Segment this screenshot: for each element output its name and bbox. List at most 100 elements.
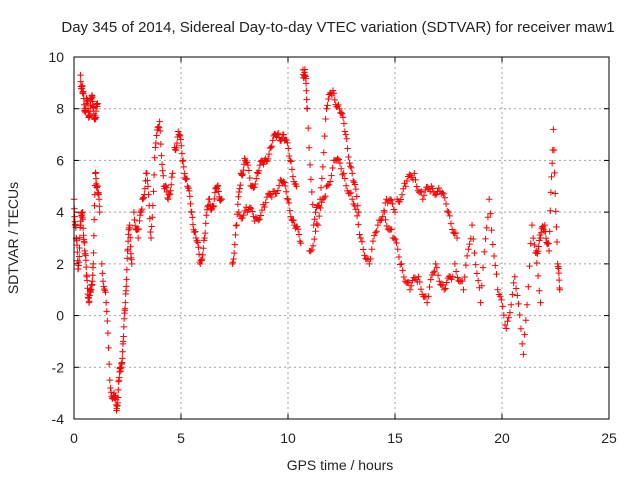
data-point-interp — [199, 251, 206, 259]
x-tick-label: 10 — [280, 430, 296, 446]
data-point-interp — [86, 298, 93, 305]
data-point-interp — [275, 130, 282, 137]
data-point-interp — [92, 169, 99, 176]
data-point-interp — [369, 237, 377, 245]
data-point-interp — [325, 181, 333, 188]
data-point-interp — [180, 163, 187, 171]
data-point — [477, 299, 484, 306]
data-point-interp — [149, 213, 156, 221]
data-point-interp — [379, 213, 386, 220]
data-point — [284, 196, 292, 203]
data-point-interp — [348, 164, 355, 172]
data-point-interp — [439, 281, 447, 288]
data-point-interp — [257, 212, 264, 219]
data-point-interp — [274, 187, 282, 194]
data-point — [357, 234, 364, 242]
data-point-interp — [251, 184, 258, 191]
data-point — [406, 286, 414, 293]
data-point-interp — [148, 223, 155, 230]
data-point — [218, 196, 225, 203]
data-point — [293, 183, 300, 190]
data-point-interp — [245, 167, 253, 174]
data-point — [197, 260, 204, 268]
data-point-interp — [345, 153, 352, 161]
data-point — [453, 234, 461, 242]
data-point-interp — [388, 196, 395, 204]
data-point-interp — [529, 234, 537, 242]
data-point-interp — [137, 209, 144, 216]
data-point-interp — [465, 246, 472, 253]
data-point — [164, 196, 172, 203]
data-point-interp — [175, 128, 182, 135]
data-point — [156, 118, 163, 125]
data-point-interp — [522, 317, 530, 324]
data-point — [261, 203, 268, 211]
data-point-interp — [105, 344, 112, 352]
data-point-interp — [231, 241, 239, 248]
data-point-interp — [157, 127, 164, 135]
data-point-interp — [398, 191, 406, 198]
data-point-interp — [372, 229, 379, 236]
data-point — [214, 183, 221, 190]
data-point-interp — [123, 283, 130, 290]
data-point-interp — [256, 161, 264, 169]
data-point-interp — [90, 249, 97, 257]
data-point-interp — [178, 150, 186, 157]
data-point-interp — [507, 301, 515, 308]
data-point-interp — [157, 140, 165, 148]
data-point-interp — [550, 146, 558, 154]
data-point-interp — [431, 268, 438, 275]
data-point-interp — [346, 190, 353, 197]
data-point-interp — [307, 248, 314, 255]
data-point-interp — [487, 210, 494, 217]
data-point — [314, 221, 322, 229]
data-point-interp — [235, 193, 242, 200]
data-point-interp — [138, 205, 146, 213]
data-point-interp — [307, 176, 315, 183]
data-point-interp — [388, 226, 395, 233]
data-point-interp — [275, 182, 283, 189]
data-point-interp — [234, 201, 242, 208]
data-point-interp — [444, 207, 451, 215]
data-point-interp — [150, 188, 157, 195]
data-point-interp — [309, 242, 317, 249]
data-point-interp — [441, 194, 449, 201]
data-point-interp — [317, 184, 325, 191]
data-point-interp — [136, 217, 143, 225]
data-point-interp — [255, 216, 262, 224]
data-point-interp — [200, 245, 207, 252]
data-point-interp — [268, 193, 275, 201]
data-point — [528, 221, 536, 229]
data-point-interp — [145, 191, 152, 198]
data-point-interp — [120, 323, 128, 331]
data-point-interp — [499, 303, 506, 310]
data-point-interp — [144, 177, 151, 184]
data-point-interp — [337, 109, 345, 116]
data-point-interp — [443, 279, 450, 286]
data-point-interp — [420, 192, 428, 199]
data-point-interp — [235, 188, 243, 196]
data-point — [229, 260, 236, 268]
data-point-interp — [328, 172, 335, 179]
data-point-interp — [389, 200, 396, 208]
data-point-interp — [349, 177, 357, 185]
data-point-interp — [312, 209, 319, 216]
data-point-interp — [352, 206, 360, 213]
data-point — [107, 384, 114, 392]
data-point — [280, 131, 287, 138]
data-point-interp — [176, 131, 183, 139]
data-point-interp — [427, 276, 434, 283]
data-point-interp — [367, 255, 374, 263]
data-point — [451, 260, 459, 268]
data-point — [102, 299, 110, 306]
data-point — [143, 170, 150, 177]
data-point-interp — [153, 132, 160, 139]
x-tick-label: 15 — [387, 430, 403, 446]
data-point-interp — [523, 301, 531, 308]
data-point-interp — [531, 241, 538, 249]
data-point-interp — [253, 175, 260, 182]
x-tick-label: 20 — [494, 430, 510, 446]
data-point-interp — [448, 226, 456, 233]
data-point-interp — [479, 264, 487, 271]
data-point — [355, 208, 362, 216]
